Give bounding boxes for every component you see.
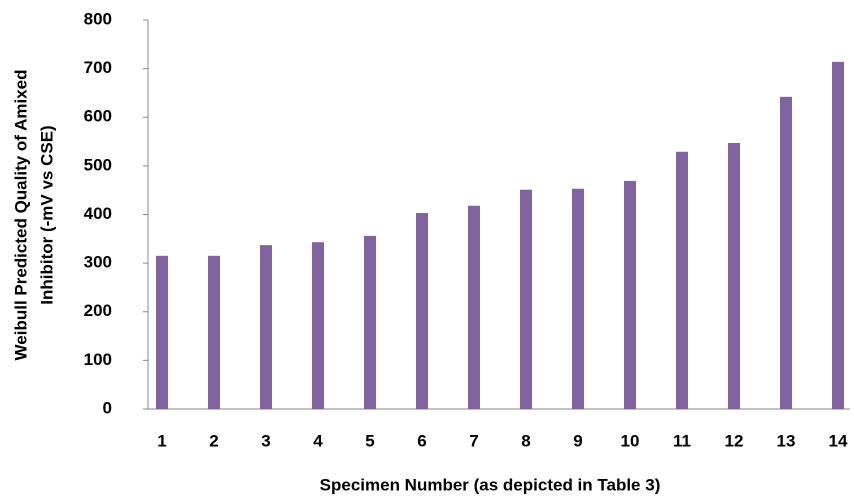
- bar: [468, 205, 480, 409]
- x-axis-title: Specimen Number (as depicted in Table 3): [320, 475, 661, 494]
- bar: [520, 189, 532, 409]
- x-tick-label: 12: [725, 431, 744, 450]
- x-tick-label: 1: [157, 431, 166, 450]
- x-tick-label: 6: [417, 431, 426, 450]
- bar: [624, 180, 636, 409]
- bar: [312, 242, 324, 409]
- x-tick-label: 9: [573, 431, 582, 450]
- y-tick-label: 0: [103, 398, 112, 417]
- y-axis-title: Inhibitor (-mV vs CSE): [37, 125, 56, 304]
- bar: [572, 188, 584, 409]
- bar: [364, 235, 376, 409]
- y-tick-label: 600: [84, 107, 112, 126]
- y-axis-title: Weibull Predicted Quality of Amixed: [11, 70, 30, 361]
- bar: [156, 255, 168, 409]
- bar: [208, 255, 220, 409]
- x-tick-label: 2: [209, 431, 218, 450]
- x-tick-label: 8: [521, 431, 530, 450]
- y-tick-label: 100: [84, 350, 112, 369]
- x-tick-label: 5: [365, 431, 374, 450]
- x-tick-label: 10: [621, 431, 640, 450]
- x-tick-label: 13: [777, 431, 796, 450]
- y-tick-label: 500: [84, 155, 112, 174]
- bar: [676, 151, 688, 409]
- bar: [780, 96, 792, 409]
- y-tick-label: 400: [84, 204, 112, 223]
- x-tick-label: 3: [261, 431, 270, 450]
- x-tick-label: 7: [469, 431, 478, 450]
- y-tick-label: 300: [84, 253, 112, 272]
- x-tick-label: 4: [313, 431, 323, 450]
- x-tick-label: 11: [673, 431, 691, 450]
- bar: [728, 143, 740, 410]
- y-tick-label: 700: [84, 58, 112, 77]
- bar: [260, 245, 272, 409]
- y-tick-label: 800: [84, 9, 112, 28]
- bar: [832, 61, 844, 409]
- y-tick-label: 200: [84, 301, 112, 320]
- x-tick-label: 14: [829, 431, 848, 450]
- bar: [416, 213, 428, 409]
